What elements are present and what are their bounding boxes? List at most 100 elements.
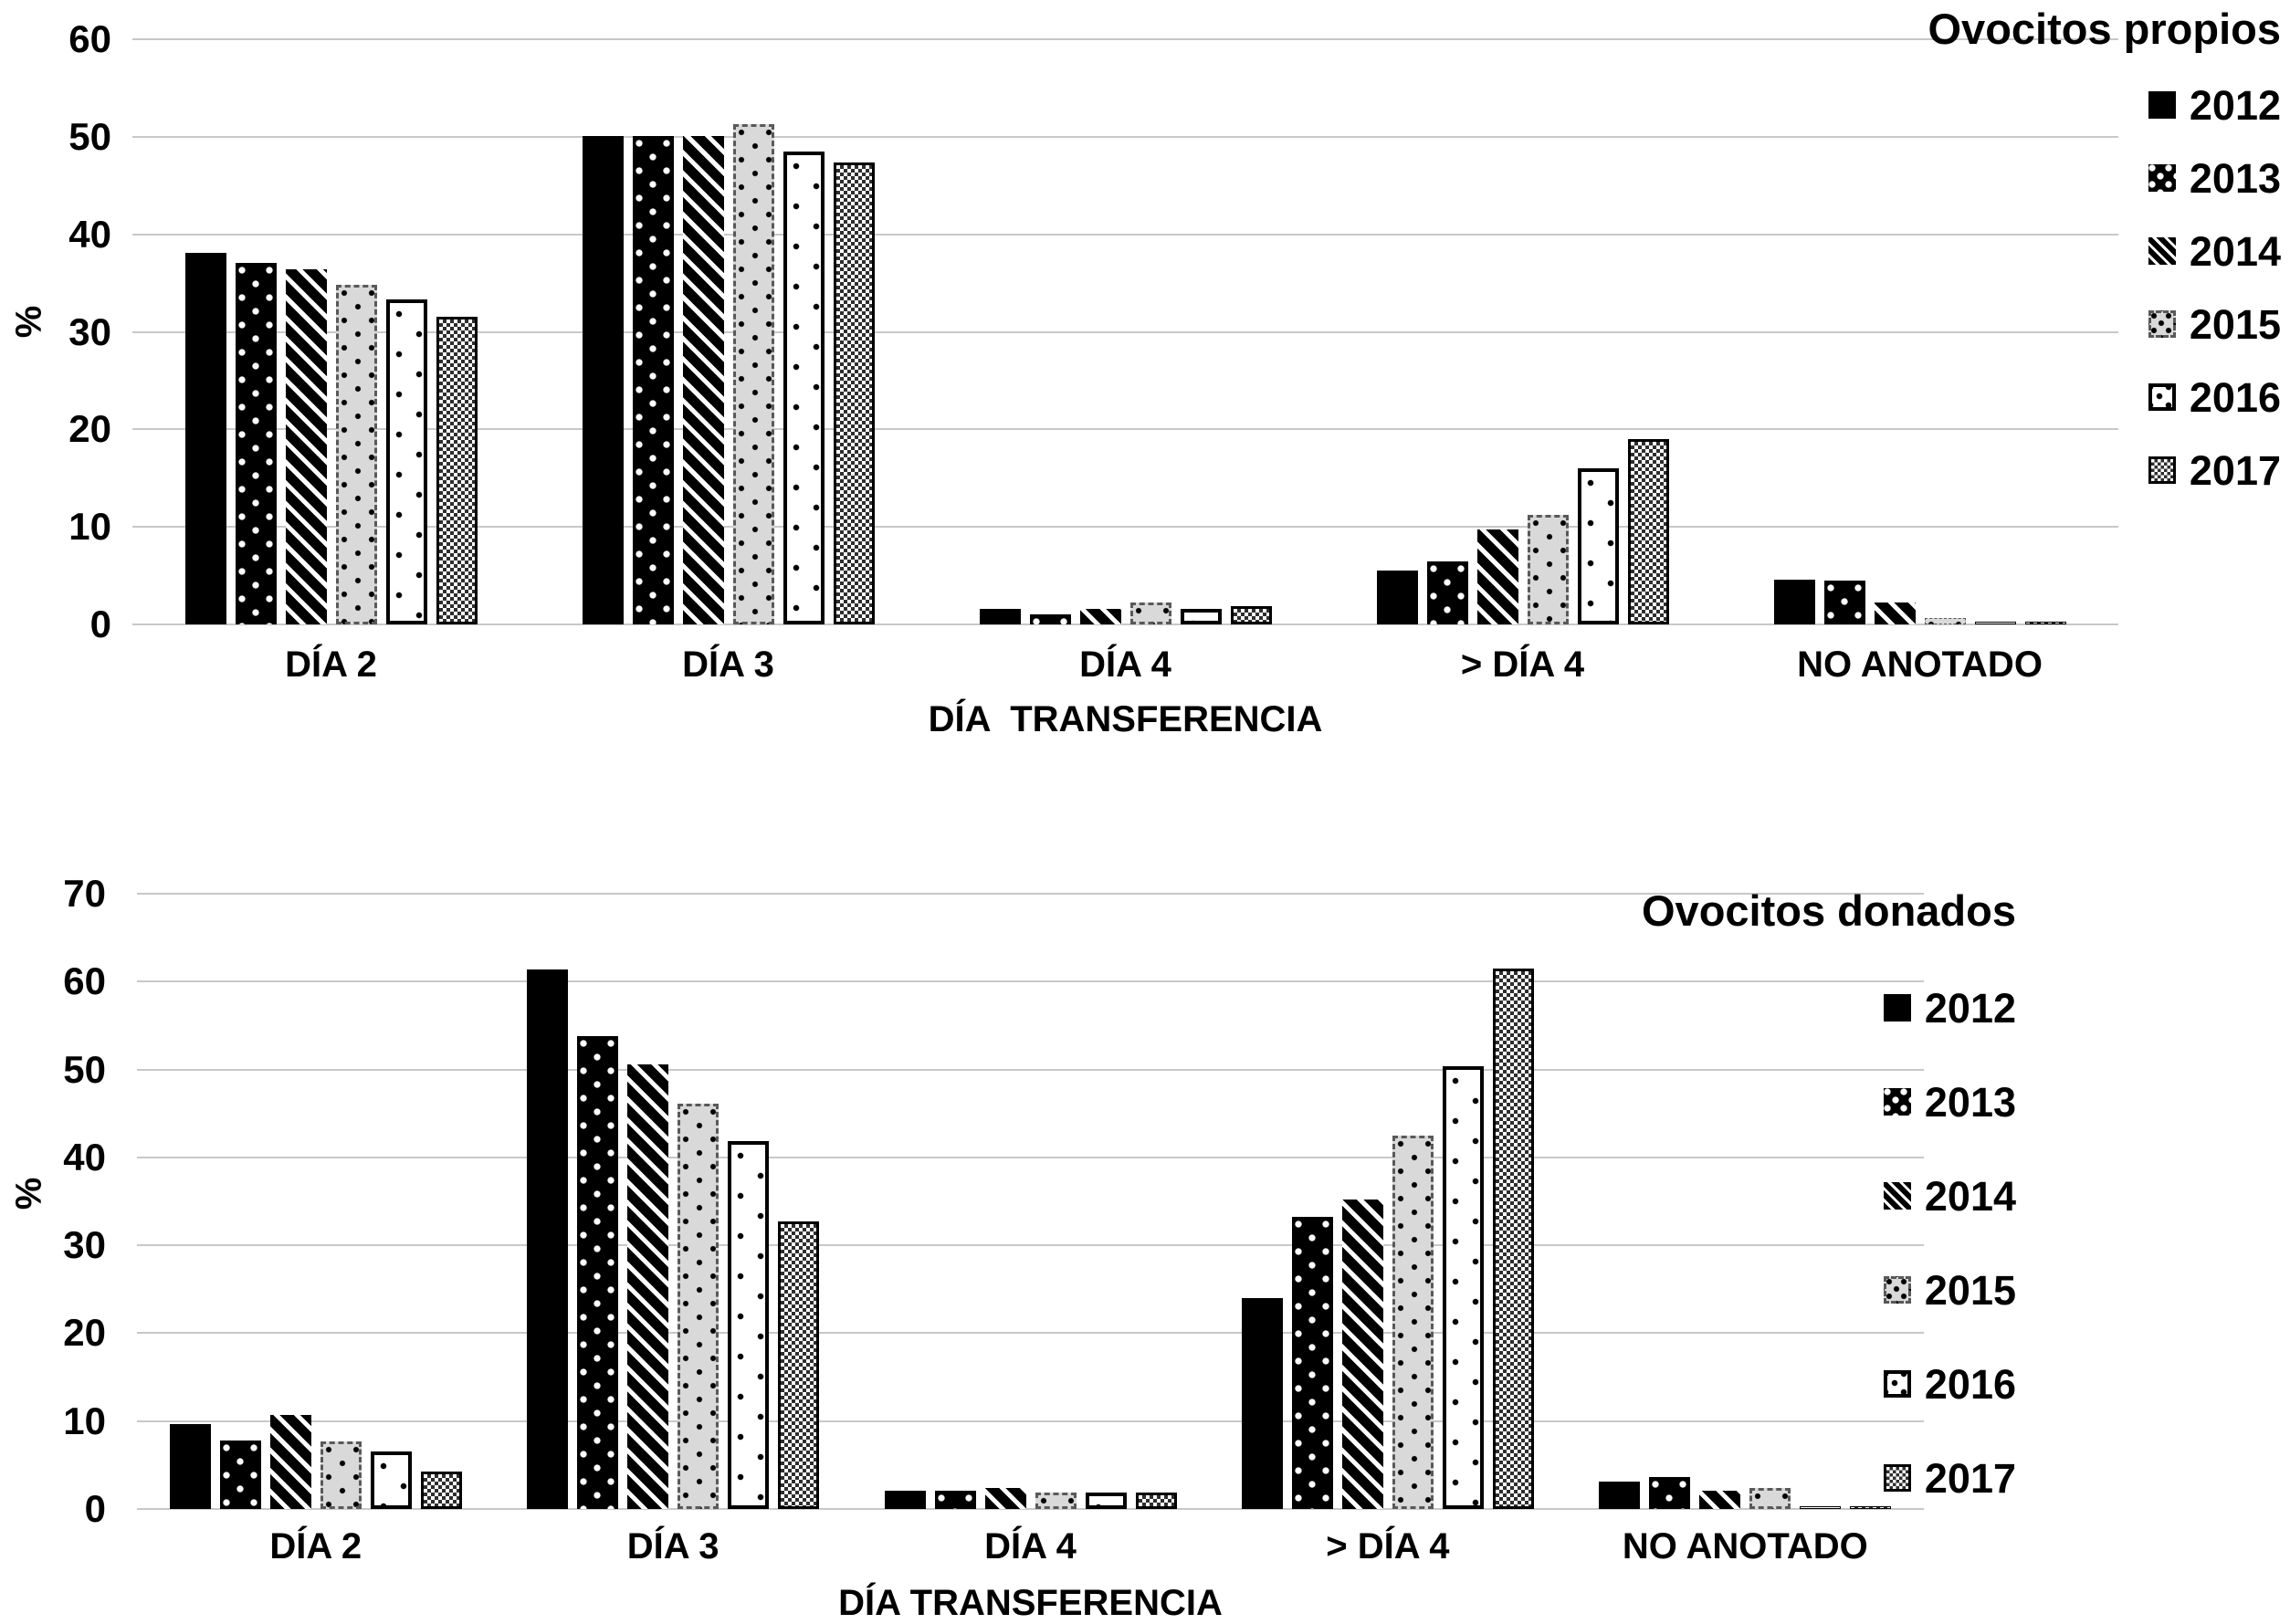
gridline xyxy=(137,893,1924,895)
y-tick-label: 10 xyxy=(68,505,111,549)
gridline xyxy=(137,1332,1924,1335)
bar-group-d-a-4 xyxy=(1324,39,1721,624)
bar-2014-d-a-4 xyxy=(984,1488,1026,1509)
bar-2012-d-a-4 xyxy=(1376,571,1418,624)
legend-label-2014: 2014 xyxy=(2189,227,2281,275)
legend-label-2015: 2015 xyxy=(2189,300,2281,348)
legend-label-2017: 2017 xyxy=(2189,446,2281,494)
bar-2013-d-a-2 xyxy=(219,1441,261,1509)
chart-ovocitos-donados: % 0 10 20 30 40 50 60 70 DÍA 2 DÍA 3 DÍA 4 > DÍA 4… xyxy=(0,822,2290,1624)
bar-2015-d-a-2 xyxy=(335,285,377,624)
y-tick-label: 50 xyxy=(68,114,111,158)
bar-2014-no-anotado xyxy=(1699,1491,1741,1509)
y-axis-ticks: 0 10 20 30 40 50 60 70 xyxy=(0,875,106,1528)
bar-group-d-a-3 xyxy=(494,894,851,1509)
legend-label-2013: 2013 xyxy=(2189,154,2281,202)
gridline xyxy=(132,233,2118,236)
x-category-label-d-a-3: DÍA 3 xyxy=(626,1526,720,1566)
bar-2014-d-a-4 xyxy=(1476,529,1518,624)
bar-2012-d-a-4 xyxy=(884,1491,926,1509)
x-category-label-d-a-2: DÍA 2 xyxy=(269,1526,362,1566)
legend-title: Ovocitos donados xyxy=(1642,886,2016,935)
legend: Ovocitos donados 2012 2013 2014 2015 2016 201… xyxy=(1642,887,2016,1499)
bar-group-d-a-3 xyxy=(530,39,927,624)
bar-group-d-a-4 xyxy=(927,39,1324,624)
y-tick-label: 40 xyxy=(63,1135,106,1179)
bar-2014-d-a-3 xyxy=(627,1064,669,1509)
bar-2012-d-a-2 xyxy=(184,253,226,624)
x-axis-labels: DÍA 2 DÍA 3 DÍA 4 > DÍA 4 NO ANOTADO xyxy=(137,1526,1924,1567)
x-category-label-d-a-4: > DÍA 4 xyxy=(1460,644,1585,685)
legend-label-2015: 2015 xyxy=(1924,1266,2016,1314)
legend-label-2017: 2017 xyxy=(1924,1454,2016,1502)
bar-2014-no-anotado xyxy=(1874,602,1916,624)
legend-swatch-2015 xyxy=(1883,1276,1911,1304)
bar-2016-no-anotado xyxy=(1800,1506,1842,1509)
x-category-label-no-anotado: NO ANOTADO xyxy=(1797,644,2043,685)
gridline xyxy=(132,526,2118,529)
x-category-label-no-anotado: NO ANOTADO xyxy=(1622,1526,1868,1566)
bar-2016-d-a-3 xyxy=(728,1141,770,1509)
bar-2017-d-a-3 xyxy=(833,162,875,624)
legend-label-2016: 2016 xyxy=(2189,373,2281,421)
bar-2013-d-a-4 xyxy=(1426,561,1468,624)
bar-2013-no-anotado xyxy=(1823,581,1865,624)
x-category-label-d-a-3: DÍA 3 xyxy=(682,644,774,685)
y-tick-label: 0 xyxy=(89,602,111,645)
bar-2017-d-a-2 xyxy=(436,317,478,624)
legend-swatch-2016 xyxy=(1883,1370,1911,1399)
bar-2014-d-a-2 xyxy=(269,1415,311,1509)
legend-swatch-2013 xyxy=(2148,164,2176,193)
bar-2013-d-a-4 xyxy=(1029,614,1071,624)
x-axis-labels: DÍA 2 DÍA 3 DÍA 4 > DÍA 4 NO ANOTADO xyxy=(132,644,2118,686)
gridline xyxy=(132,330,2118,333)
bar-2012-d-a-3 xyxy=(527,969,569,1509)
bar-2014-d-a-3 xyxy=(682,136,724,624)
bar-2015-d-a-4 xyxy=(1129,602,1171,624)
gridline xyxy=(137,1068,1924,1071)
bar-2013-no-anotado xyxy=(1649,1477,1691,1509)
bar-2017-d-a-2 xyxy=(420,1472,462,1509)
bar-2016-d-a-3 xyxy=(783,152,825,624)
bar-2014-d-a-4 xyxy=(1341,1200,1383,1509)
y-tick-label: 20 xyxy=(68,407,111,451)
gridline xyxy=(132,428,2118,431)
legend-item-2014: 2014 xyxy=(1883,1172,2016,1220)
legend-item-2012: 2012 xyxy=(2148,85,2281,126)
bar-group-d-a-4 xyxy=(1209,894,1566,1509)
legend-swatch-2012 xyxy=(1883,994,1911,1022)
legend-item-2012: 2012 xyxy=(1883,988,2016,1029)
x-category-label-d-a-4: DÍA 4 xyxy=(1079,644,1171,685)
bar-2016-d-a-4 xyxy=(1442,1066,1484,1509)
legend-swatch-2013 xyxy=(1883,1088,1911,1116)
bar-2017-no-anotado xyxy=(1850,1506,1892,1509)
legend-swatch-2016 xyxy=(2148,383,2176,412)
bar-2016-d-a-4 xyxy=(1577,468,1619,624)
legend-label-2016: 2016 xyxy=(1924,1360,2016,1408)
y-tick-label: 10 xyxy=(63,1399,106,1442)
bar-group-no-anotado xyxy=(1721,39,2118,624)
bar-2013-d-a-4 xyxy=(934,1491,976,1509)
legend-swatch-2017 xyxy=(1883,1464,1911,1493)
gridline xyxy=(132,38,2118,40)
y-tick-label: 30 xyxy=(63,1223,106,1267)
gridline xyxy=(137,1420,1924,1422)
x-category-label-d-a-4: DÍA 4 xyxy=(984,1526,1077,1566)
bar-2014-d-a-2 xyxy=(285,269,327,624)
bar-2017-d-a-4 xyxy=(1627,439,1669,624)
legend-items: 2012 2013 2014 2015 2016 2017 xyxy=(2148,53,2281,491)
bar-2013-d-a-3 xyxy=(577,1036,619,1509)
y-tick-label: 0 xyxy=(84,1487,106,1530)
bar-2013-d-a-3 xyxy=(632,136,674,624)
legend-label-2014: 2014 xyxy=(1924,1172,2016,1220)
legend-item-2015: 2015 xyxy=(1883,1266,2016,1314)
bar-2012-no-anotado xyxy=(1599,1482,1641,1509)
gridline xyxy=(137,1244,1924,1247)
legend-swatch-2015 xyxy=(2148,310,2176,339)
y-tick-label: 20 xyxy=(63,1311,106,1355)
bar-2016-no-anotado xyxy=(1974,622,2016,624)
bar-2017-d-a-3 xyxy=(778,1221,820,1509)
x-axis-title: DÍA TRANSFERENCIA xyxy=(838,1583,1223,1623)
bar-2012-no-anotado xyxy=(1773,580,1815,624)
bar-2016-d-a-2 xyxy=(370,1451,412,1509)
